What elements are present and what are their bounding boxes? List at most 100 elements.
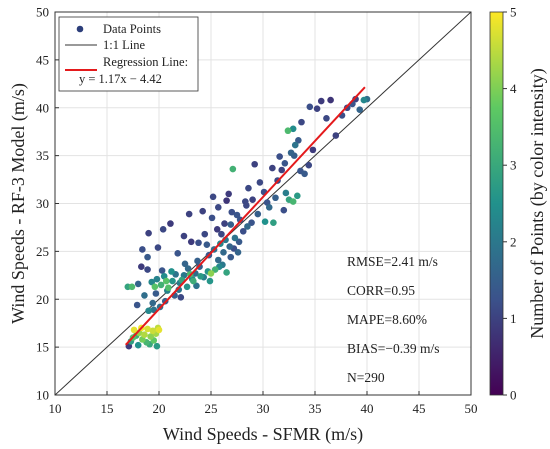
data-point bbox=[254, 210, 262, 218]
data-point bbox=[195, 239, 202, 247]
stat-mape: MAPE=8.60% bbox=[347, 312, 427, 327]
data-point bbox=[227, 221, 235, 228]
data-point bbox=[295, 137, 302, 144]
x-tick-labels: 10 15 20 25 30 35 40 45 50 bbox=[49, 401, 478, 416]
data-point bbox=[245, 184, 252, 192]
stat-n: N=290 bbox=[347, 370, 385, 385]
data-point bbox=[168, 268, 175, 275]
x-tick-label: 10 bbox=[49, 401, 62, 416]
data-point bbox=[187, 238, 195, 246]
colorbar-label: Number of Points (by color intensity) bbox=[527, 68, 548, 338]
data-point bbox=[231, 234, 239, 242]
data-point bbox=[138, 263, 145, 270]
data-points bbox=[124, 95, 371, 350]
data-point bbox=[233, 211, 241, 219]
legend-label-identity: 1:1 Line bbox=[103, 38, 145, 52]
data-point bbox=[158, 267, 166, 274]
x-tick-label: 50 bbox=[465, 401, 478, 416]
data-point bbox=[313, 105, 321, 113]
data-point bbox=[352, 95, 359, 103]
y-tick-label: 25 bbox=[36, 244, 49, 259]
data-point bbox=[261, 218, 269, 225]
colorbar: 0 1 2 3 4 5 Number of Points (by color intens… bbox=[489, 5, 548, 403]
data-point bbox=[287, 149, 295, 157]
data-point bbox=[220, 249, 227, 256]
x-tick-label: 40 bbox=[361, 401, 374, 416]
data-point bbox=[162, 277, 170, 285]
data-point bbox=[289, 198, 297, 205]
data-point bbox=[244, 223, 251, 230]
data-point bbox=[356, 106, 364, 113]
data-point bbox=[145, 307, 152, 315]
data-point bbox=[214, 256, 222, 264]
data-point bbox=[213, 226, 221, 233]
data-point bbox=[294, 192, 301, 200]
plot-frame bbox=[54, 11, 472, 396]
data-point bbox=[282, 189, 290, 197]
data-point bbox=[251, 160, 258, 168]
colorbar-tick-label: 4 bbox=[510, 81, 517, 96]
data-point bbox=[128, 283, 136, 291]
data-point bbox=[239, 227, 247, 235]
data-point bbox=[236, 216, 244, 224]
data-point bbox=[207, 270, 215, 277]
data-point bbox=[144, 325, 151, 333]
legend-label-regression-2: y = 1.17x − 4.42 bbox=[79, 72, 162, 86]
data-point bbox=[248, 219, 255, 226]
stat-bias: BIAS=−0.39 m/s bbox=[347, 341, 440, 356]
regression-line bbox=[124, 86, 366, 346]
data-point bbox=[306, 103, 314, 111]
data-point bbox=[225, 190, 232, 198]
data-point bbox=[242, 198, 249, 205]
data-point bbox=[133, 301, 141, 309]
data-point bbox=[234, 249, 242, 256]
data-point bbox=[208, 214, 216, 222]
colorbar-tick-label: 3 bbox=[510, 158, 517, 173]
data-point bbox=[249, 196, 256, 203]
data-point bbox=[153, 275, 161, 283]
data-point bbox=[134, 280, 142, 288]
x-tick-label: 15 bbox=[101, 401, 114, 416]
colorbar-tick-label: 5 bbox=[510, 5, 517, 20]
y-tick-label: 40 bbox=[36, 100, 49, 115]
data-point bbox=[276, 153, 283, 160]
data-point bbox=[183, 283, 191, 291]
y-tick-label: 35 bbox=[36, 148, 49, 163]
data-point bbox=[206, 277, 214, 285]
legend-label-regression-1: Regression Line: bbox=[103, 55, 188, 69]
data-point bbox=[298, 118, 305, 126]
data-point bbox=[157, 281, 165, 289]
data-point bbox=[134, 341, 142, 349]
data-point bbox=[152, 290, 160, 297]
identity-line bbox=[55, 12, 471, 395]
data-point bbox=[327, 96, 334, 104]
data-point bbox=[235, 238, 243, 246]
data-point bbox=[199, 207, 206, 215]
data-point bbox=[332, 132, 340, 139]
data-point bbox=[174, 249, 182, 257]
y-axis-label: Wind Speeds - RF-3 Model (m/s) bbox=[8, 83, 29, 324]
legend-marker-points bbox=[76, 25, 84, 33]
data-point bbox=[184, 265, 192, 272]
data-point bbox=[169, 277, 176, 285]
data-point bbox=[223, 269, 230, 276]
data-point bbox=[289, 125, 297, 133]
x-tick-label: 45 bbox=[413, 401, 426, 416]
data-point bbox=[165, 284, 172, 292]
data-point bbox=[305, 161, 313, 169]
x-tick-label: 30 bbox=[257, 401, 270, 416]
data-point bbox=[155, 326, 163, 334]
data-point bbox=[211, 266, 219, 273]
data-point bbox=[265, 204, 273, 211]
y-tick-label: 20 bbox=[36, 292, 49, 307]
y-tick-label: 30 bbox=[36, 196, 49, 211]
data-point bbox=[197, 272, 204, 280]
data-point bbox=[151, 283, 159, 291]
data-point bbox=[144, 253, 151, 261]
data-point bbox=[193, 282, 200, 290]
data-point bbox=[194, 257, 201, 265]
y-tick-label: 50 bbox=[36, 5, 49, 20]
data-point bbox=[141, 331, 148, 338]
data-point bbox=[145, 229, 152, 237]
